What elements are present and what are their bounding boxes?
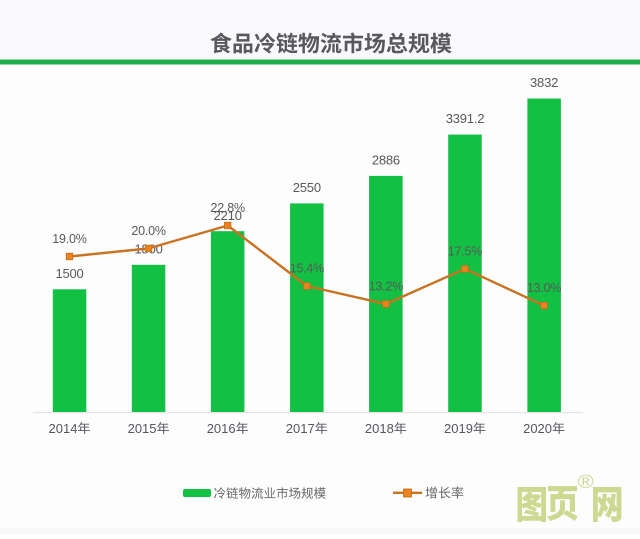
svg-text:17.5%: 17.5% xyxy=(448,244,483,258)
svg-text:3832: 3832 xyxy=(530,75,558,90)
svg-text:22.8%: 22.8% xyxy=(210,201,245,215)
svg-text:15.4%: 15.4% xyxy=(290,262,325,276)
svg-text:2550: 2550 xyxy=(293,180,321,195)
svg-text:19.0%: 19.0% xyxy=(52,232,87,246)
svg-text:2019: 2019 xyxy=(444,421,473,436)
svg-text:20.0%: 20.0% xyxy=(131,224,166,238)
svg-text:2015: 2015 xyxy=(128,421,157,436)
svg-text:2886: 2886 xyxy=(372,153,400,168)
svg-text:13.2%: 13.2% xyxy=(369,280,404,294)
svg-text:2014: 2014 xyxy=(49,421,78,436)
svg-text:2020: 2020 xyxy=(523,421,552,436)
svg-text:2017: 2017 xyxy=(286,421,315,436)
svg-text:2016: 2016 xyxy=(207,421,236,436)
svg-text:13.0%: 13.0% xyxy=(527,281,562,295)
svg-text:2018: 2018 xyxy=(365,421,394,436)
svg-text:1500: 1500 xyxy=(55,266,83,281)
svg-text:2210: 2210 xyxy=(214,208,242,223)
svg-text:3391.2: 3391.2 xyxy=(446,111,485,126)
